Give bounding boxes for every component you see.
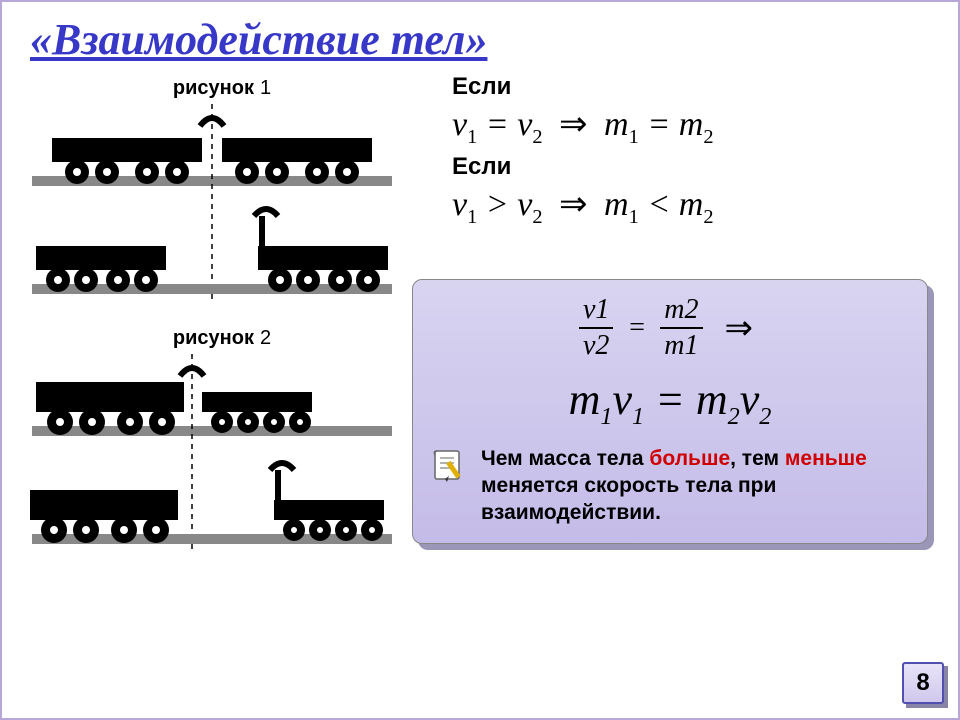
callout-box: v1 v2 = m2 m1 ⇒ m1v1 = m2v2 [412,279,928,544]
figure-2-number: 2 [260,327,271,349]
formula-2: v1 > v2 ⇒ m1 < m2 [452,185,938,229]
ratio-formula: v1 v2 = m2 m1 ⇒ [431,296,909,360]
diagrams-column: рисунок 1 [22,69,422,571]
momentum-formula: m1v1 = m2v2 [431,374,909,431]
formulas-column: Если v1 = v2 ⇒ m1 = m2 Если v1 > v2 ⇒ m1… [422,69,938,571]
if-1: Если [452,73,938,101]
figure-2-label: рисунок 2 [22,327,422,350]
if-2: Если [452,153,938,181]
content-area: рисунок 1 [2,69,958,571]
page-number: 8 [902,662,944,704]
figure-1-number: 1 [260,77,271,99]
diagram-1 [22,104,402,304]
figure-word: рисунок [173,327,254,349]
page-number-badge: 8 [902,662,944,704]
figure-word: рисунок [173,77,254,99]
diagram-2 [22,354,402,554]
conclusion-row: Чем масса тела больше, тем меньше меняет… [431,445,909,527]
note-pencil-icon [431,445,471,485]
conclusion-text: Чем масса тела больше, тем меньше меняет… [481,445,909,527]
slide-title: «Взаимодействие тел» [2,2,958,69]
formula-1: v1 = v2 ⇒ m1 = m2 [452,105,938,149]
figure-1-label: рисунок 1 [22,77,422,100]
